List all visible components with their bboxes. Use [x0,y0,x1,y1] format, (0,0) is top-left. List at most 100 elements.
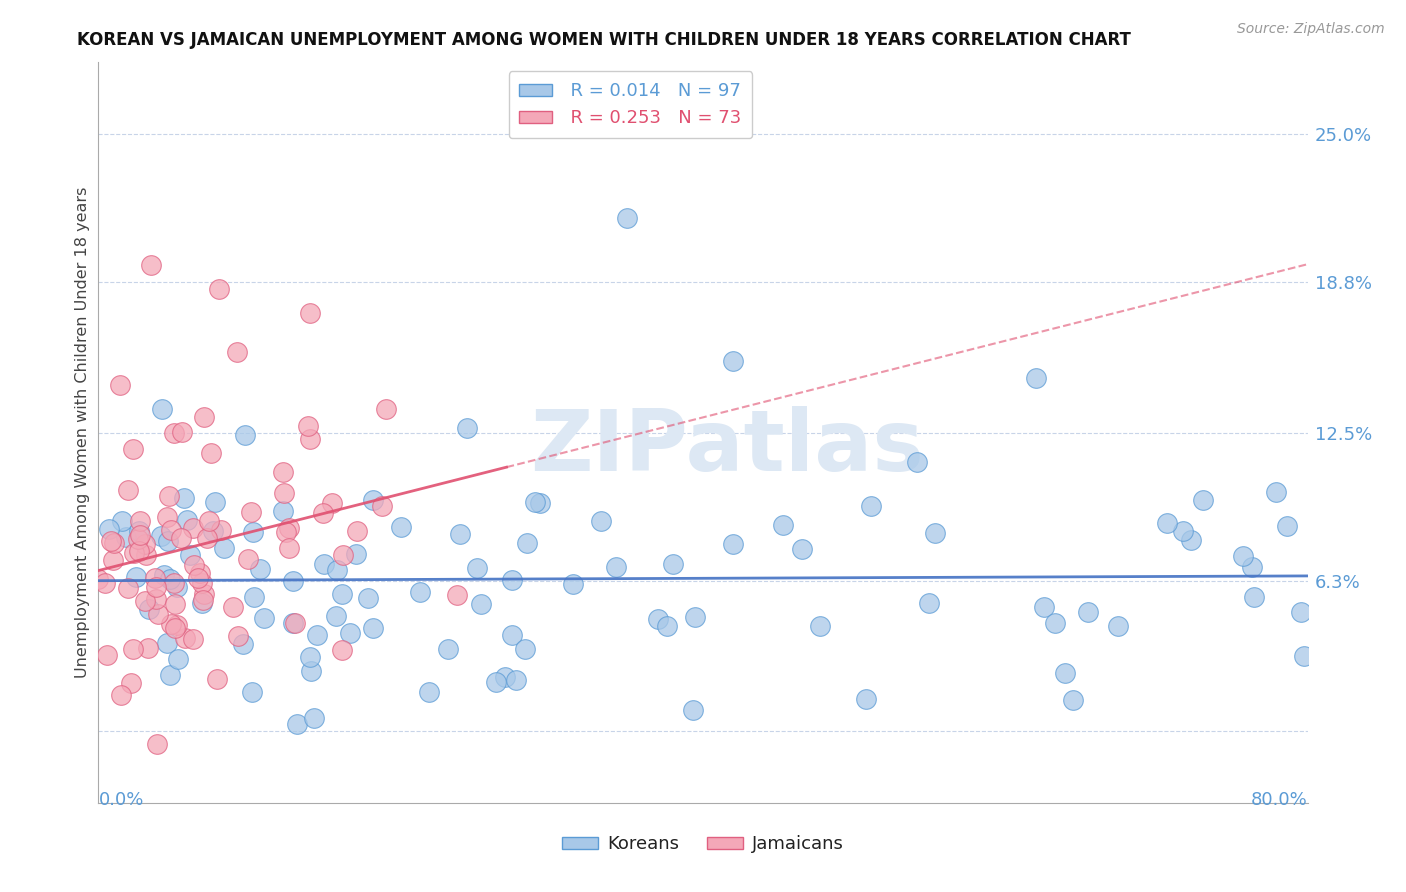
Point [371,499,394,513]
Point [321,495,343,509]
Point [122,641,145,656]
Point [332,548,354,562]
Point [312,557,335,571]
Point [148,607,170,622]
Point [924,525,946,540]
Point [153,568,176,582]
Point [855,691,877,706]
Point [860,499,883,513]
Point [110,377,132,392]
Point [1054,666,1077,681]
Point [682,703,704,717]
Point [683,610,706,624]
Point [94,576,117,591]
Point [297,419,319,434]
Point [389,519,412,533]
Point [1156,516,1178,530]
Point [134,593,156,607]
Point [304,711,326,725]
Point [524,495,547,509]
Point [312,507,335,521]
Point [145,591,167,606]
Point [208,282,231,296]
Point [271,504,294,518]
Point [346,524,368,538]
Point [357,591,380,605]
Point [918,596,941,610]
Point [281,574,304,589]
Point [449,527,471,541]
Point [273,486,295,500]
Point [616,211,638,225]
Point [191,596,214,610]
Point [160,616,183,631]
Point [143,571,166,585]
Y-axis label: Unemployment Among Women with Children Under 18 years: Unemployment Among Women with Children U… [75,187,90,678]
Point [326,563,349,577]
Point [418,685,440,699]
Point [174,631,197,645]
Point [128,524,150,539]
Point [298,432,321,446]
Point [494,669,516,683]
Point [1062,693,1084,707]
Point [513,642,536,657]
Point [201,524,224,538]
Point [190,566,212,581]
Point [159,668,181,682]
Text: Source: ZipAtlas.com: Source: ZipAtlas.com [1237,22,1385,37]
Point [1032,599,1054,614]
Point [467,561,489,575]
Point [87,573,110,587]
Point [299,306,322,320]
Point [907,455,929,469]
Point [723,354,745,368]
Point [278,521,301,535]
Point [283,615,305,630]
Point [283,615,305,630]
Point [193,410,215,425]
Point [1243,590,1265,604]
Point [170,531,193,545]
Point [162,426,184,441]
Point [1077,605,1099,619]
Point [1024,370,1046,384]
Point [134,537,156,551]
Point [193,587,215,601]
Point [100,533,122,548]
Point [156,510,179,524]
Point [721,536,744,550]
Point [233,428,256,442]
Point [191,593,214,607]
Point [187,571,209,585]
Point [98,522,121,536]
Point [128,543,150,558]
Point [662,557,685,571]
Point [243,591,266,605]
Point [96,648,118,663]
Point [157,489,180,503]
Point [374,401,396,416]
Point [409,585,432,599]
Point [363,622,385,636]
Point [191,575,214,590]
Point [325,609,347,624]
Text: KOREAN VS JAMAICAN UNEMPLOYMENT AMONG WOMEN WITH CHILDREN UNDER 18 YEARS CORRELA: KOREAN VS JAMAICAN UNEMPLOYMENT AMONG WO… [77,31,1132,49]
Point [561,577,583,591]
Point [1264,484,1286,499]
Point [149,529,172,543]
Point [122,546,145,560]
Point [501,574,523,588]
Point [135,548,157,562]
Point [117,582,139,596]
Point [470,597,492,611]
Point [122,442,145,456]
Point [790,541,813,556]
Point [647,612,669,626]
Text: ZIPatlas: ZIPatlas [530,406,924,489]
Text: 0.0%: 0.0% [98,791,143,809]
Point [361,493,384,508]
Point [1240,560,1263,574]
Point [1107,618,1129,632]
Point [1192,492,1215,507]
